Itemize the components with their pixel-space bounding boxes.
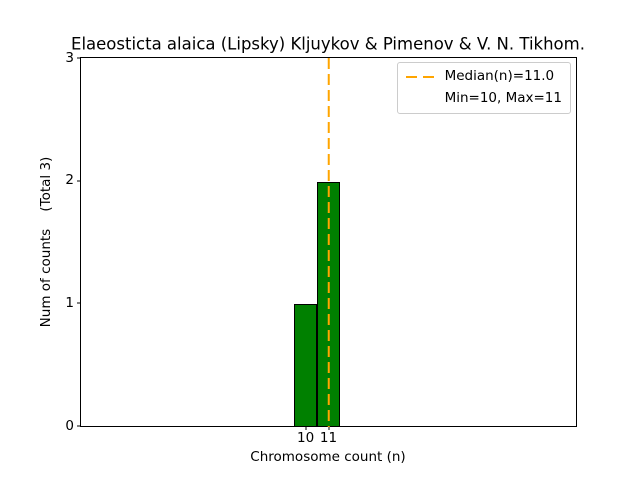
x-tick-label-11: 11 (319, 430, 338, 446)
plot-area: Median(n)=11.0 Min=10, Max=11 10 11 0 1 2 3 (65, 51, 577, 445)
y-tick-1 (77, 302, 81, 304)
y-tick-label-1: 1 (65, 294, 74, 311)
x-tick-10 (305, 426, 307, 430)
chart-title: Elaeosticta alaica (Lipsky) Kljuykov & P… (71, 34, 585, 54)
histogram-bar-10 (294, 304, 318, 427)
y-tick-3 (77, 57, 81, 59)
legend-row-minmax: Min=10, Max=11 (406, 90, 562, 108)
y-tick-0 (77, 425, 81, 427)
x-tick-label-10: 10 (296, 430, 315, 446)
x-axis-label: Chromosome count (n) (250, 449, 406, 465)
median-line (327, 58, 330, 427)
median-dash-icon (405, 75, 434, 79)
legend: Median(n)=11.0 Min=10, Max=11 (396, 62, 571, 114)
legend-median-label: Median(n)=11.0 (444, 68, 555, 85)
y-axis-label: Num of counts (Total 3) (38, 156, 54, 328)
y-tick-label-0: 0 (65, 417, 74, 434)
y-tick-2 (77, 180, 81, 182)
legend-minmax-label: Min=10, Max=11 (444, 90, 562, 107)
y-tick-label-3: 3 (65, 49, 74, 66)
legend-row-median: Median(n)=11.0 (405, 68, 562, 86)
y-tick-label-2: 2 (65, 171, 74, 188)
x-tick-11 (328, 426, 329, 430)
legend-empty-handle (406, 98, 434, 101)
